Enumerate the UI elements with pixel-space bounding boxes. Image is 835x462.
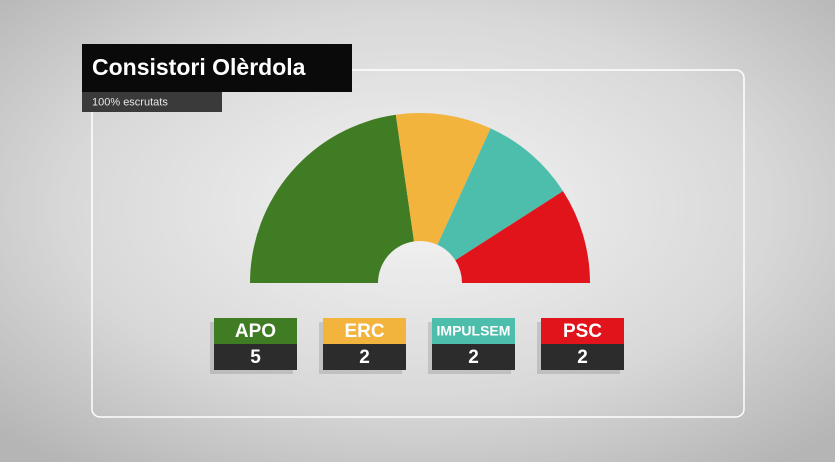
seat-wedge — [455, 191, 590, 283]
legend-swatch — [541, 318, 624, 344]
legend-swatch — [432, 318, 515, 344]
legend-value-box — [214, 344, 297, 370]
seat-count: 2 — [468, 347, 479, 368]
legend-value-box — [432, 344, 515, 370]
seat-count: 5 — [250, 347, 261, 368]
legend-value-box — [541, 344, 624, 370]
seat-count: 2 — [359, 347, 370, 368]
legend-label: APO — [235, 321, 276, 342]
legend-label: PSC — [563, 321, 602, 342]
legend-value-box — [323, 344, 406, 370]
legend-swatch — [323, 318, 406, 344]
legend-swatch — [214, 318, 297, 344]
chart-title: Consistori Olèrdola — [92, 54, 306, 80]
seat-count: 2 — [577, 347, 588, 368]
plot: APO 5 ERC 2 IMPULSEM 2 PSC 2 — [210, 112, 624, 374]
title-box — [82, 44, 352, 92]
seat-wedge — [395, 112, 491, 245]
legend-label: IMPULSEM — [437, 323, 511, 339]
chart-subtitle: 100% escrutats — [92, 96, 168, 108]
frame — [91, 69, 745, 418]
seat-wedge — [437, 128, 564, 261]
subtitle-box — [82, 92, 222, 112]
seat-wedge — [250, 114, 415, 284]
legend-label: ERC — [344, 321, 384, 342]
